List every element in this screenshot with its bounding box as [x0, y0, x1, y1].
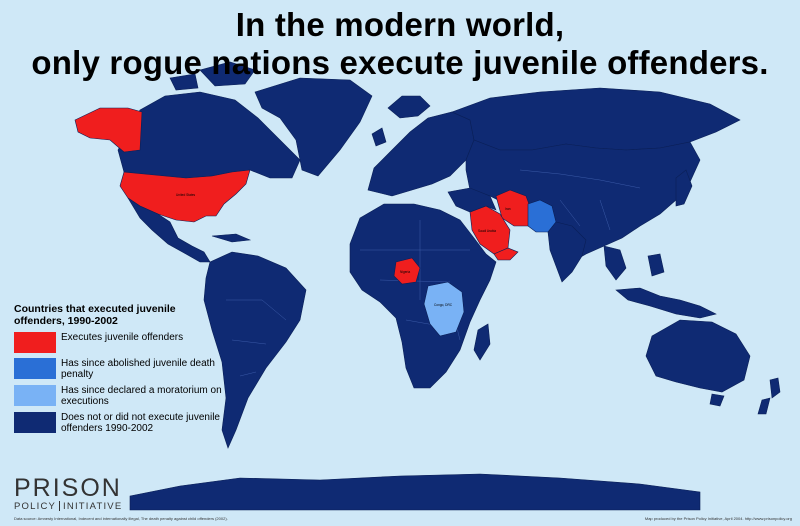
- logo-word-initiative: INITIATIVE: [63, 501, 123, 512]
- page-title: In the modern world, only rogue nations …: [0, 6, 800, 82]
- europe: [367, 111, 475, 197]
- nigeria: [393, 257, 421, 285]
- legend-swatch: [14, 412, 56, 433]
- label-usa: United States: [176, 193, 196, 197]
- legend-label: Has since abolished juvenile death penal…: [61, 358, 215, 380]
- map-legend: Countries that executed juvenile offende…: [14, 303, 224, 439]
- legend-item-abolished: Has since abolished juvenile death penal…: [14, 358, 224, 380]
- logo-word-prison: PRISON: [14, 474, 122, 502]
- label-iran: Iran: [505, 207, 511, 211]
- label-saudi: Saudi Arabia: [478, 229, 496, 233]
- alaska: [74, 107, 143, 153]
- legend-label: Does not or did not execute juvenile off…: [61, 412, 220, 434]
- russia: [451, 87, 741, 151]
- legend-swatch: [14, 385, 56, 406]
- legend-label: Executes juvenile offenders: [61, 332, 184, 343]
- legend-swatch: [14, 358, 56, 379]
- data-source-note: Data source: Amnesty International, Inde…: [14, 516, 228, 521]
- japan: [675, 169, 693, 207]
- mexico: [127, 197, 211, 263]
- title-line-1: In the modern world,: [235, 6, 565, 43]
- legend-label: Has since declared a moratorium on execu…: [61, 385, 222, 407]
- title-line-2: only rogue nations execute juvenile offe…: [31, 44, 769, 81]
- label-nigeria: Nigeria: [400, 270, 410, 274]
- legend-item-not-executing: Does not or did not execute juvenile off…: [14, 412, 224, 434]
- india: [547, 221, 587, 283]
- legend-item-moratorium: Has since declared a moratorium on execu…: [14, 385, 224, 407]
- yemen: [493, 247, 519, 261]
- greenland: [254, 77, 373, 177]
- legend-swatch: [14, 332, 56, 353]
- antarctica: [129, 473, 701, 511]
- prison-policy-initiative-logo: PRISON POLICY INITIATIVE: [14, 476, 122, 513]
- map-credit-note: Map produced by the Prison Policy Initia…: [644, 516, 792, 521]
- logo-subline: POLICY INITIATIVE: [14, 501, 122, 513]
- south-america: [203, 251, 307, 449]
- legend-title: Countries that executed juvenile offende…: [14, 303, 176, 327]
- legend-item-executes: Executes juvenile offenders: [14, 332, 224, 353]
- label-drc: Congo, DRC: [434, 303, 453, 307]
- australia: [645, 319, 751, 393]
- logo-word-policy: POLICY: [14, 501, 57, 512]
- dr-congo: [423, 281, 465, 337]
